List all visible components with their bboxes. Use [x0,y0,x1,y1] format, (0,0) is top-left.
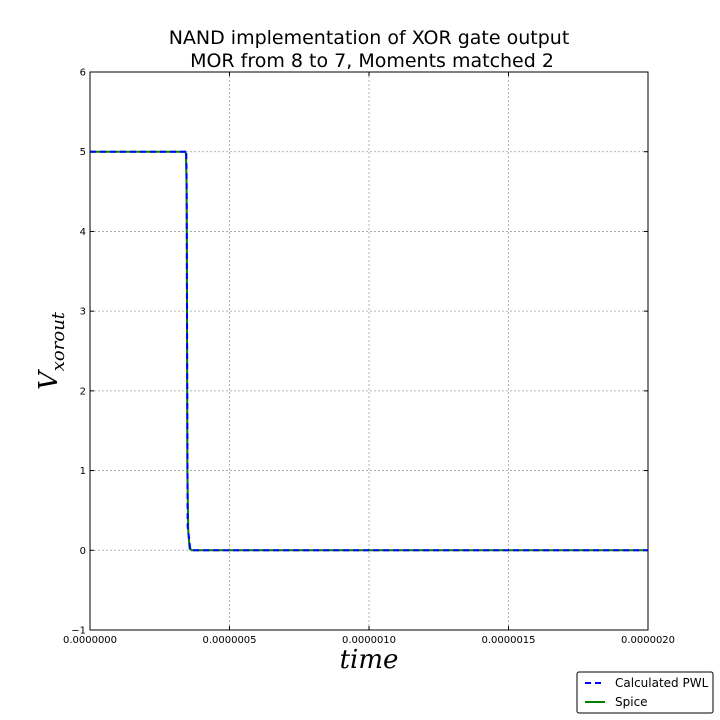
legend-label-calculated-pwl: Calculated PWL [615,676,709,690]
y-axis-label: Vxorout [34,311,69,390]
x-tick-label: 0.0000015 [481,635,535,646]
x-tick-label: 0.0000020 [621,635,675,646]
legend-label-spice: Spice [615,695,648,709]
x-axis-label: time [340,645,399,675]
legend-box [576,671,714,714]
y-tick-label: 3 [80,307,86,318]
y-tick-label: 5 [80,147,86,158]
chart-title-line-2: MOR from 8 to 7, Moments matched 2 [190,50,554,72]
y-tick-label: 0 [80,546,86,557]
series-line-spice [90,150,648,552]
axis-ticks: 0.0000000 0.0000005 0.0000010 0.0000015 0.00… [63,68,675,647]
y-tick-label: 1 [80,466,86,477]
x-tick-label: 0.0000005 [202,635,256,646]
x-tick-label: 0.0000010 [342,635,396,646]
series-layer [90,149,648,552]
x-tick-label: 0.0000000 [63,635,117,646]
series-line-calculated-pwl [90,149,648,552]
y-tick-label: 4 [80,227,86,238]
legend: Calculated PWL Spice [576,671,714,714]
plot-frame [89,71,649,631]
svg-text:Vxorout: Vxorout [34,311,69,390]
y-axis-label-main: V [34,369,64,390]
y-tick-label: 6 [80,68,86,79]
y-tick-label: 2 [80,386,86,397]
y-axis-label-subscript: xorout [48,311,69,371]
y-tick-label: −1 [71,626,86,637]
chart-title-line-1: NAND implementation of XOR gate output [169,27,570,49]
